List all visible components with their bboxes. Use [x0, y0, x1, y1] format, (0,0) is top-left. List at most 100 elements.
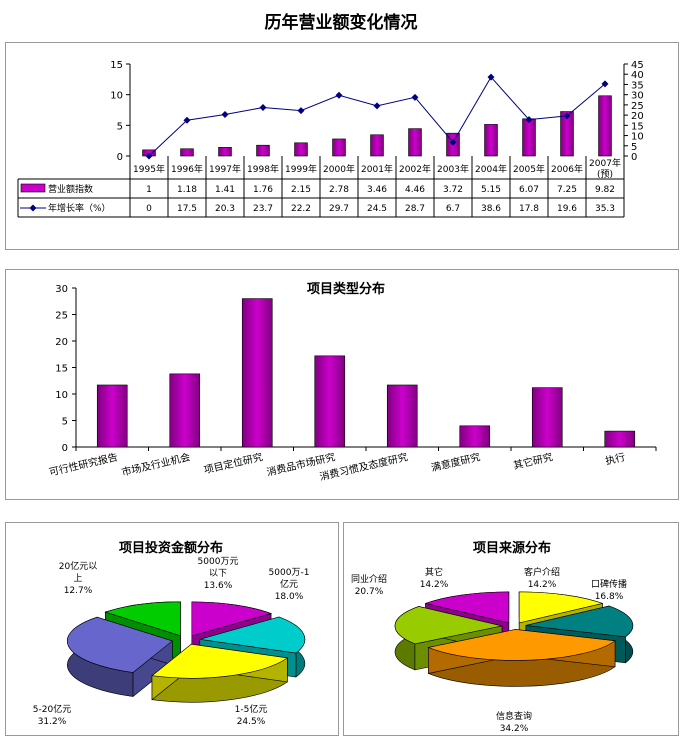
project-type-bar	[531, 387, 563, 448]
right-tick-label: 30	[631, 91, 644, 102]
slice-percent: 31.2%	[38, 717, 67, 727]
slice-label-line: 其它	[425, 566, 443, 578]
growth-rate-point	[373, 102, 381, 110]
slice-percent: 12.7%	[64, 586, 93, 596]
growth-rate-point	[411, 93, 419, 101]
y-tick-label: 5	[62, 417, 68, 428]
revenue-index-bar	[332, 138, 346, 157]
slice-percent: 18.0%	[275, 592, 304, 602]
growth-rate-value: 6.7	[446, 204, 460, 214]
category-label: 2003年	[437, 163, 469, 175]
category-label: 项目定位研究	[203, 450, 264, 476]
slice-label: 5-20亿元	[33, 703, 71, 715]
investment-pie-panel: 项目投资金额分布 5000万元以下 13.6% 5000万-1 亿元 18.0% 1-5亿元…	[5, 522, 339, 736]
right-tick-label: 10	[631, 132, 644, 143]
revenue-index-value: 3.72	[443, 185, 463, 195]
project-type-bar	[386, 384, 418, 448]
category-label-line: (预)	[597, 169, 613, 180]
slice-label-line: 亿元	[280, 578, 298, 590]
revenue-index-value: 6.07	[519, 185, 539, 195]
category-label: 其它研究	[512, 450, 554, 472]
revenue-index-bar	[598, 95, 612, 157]
growth-rate-point	[335, 91, 343, 99]
category-label: 2006年	[551, 163, 583, 175]
project-type-chart-panel: 项目类型分布 0 5 10 15 20 25 30 可行性研究报告 市场及行业机会 项目定位研究 消费…	[5, 269, 679, 500]
revenue-index-value: 1.18	[177, 185, 197, 195]
growth-rate-value: 0	[146, 204, 152, 214]
revenue-index-bar	[218, 147, 232, 157]
left-tick-label: 15	[110, 60, 123, 71]
growth-rate-value: 22.2	[291, 204, 311, 214]
slice-label-line: 客户介绍	[524, 566, 560, 578]
growth-rate-value: 17.5	[177, 204, 197, 214]
pie-slice	[518, 591, 604, 624]
revenue-index-value: 9.82	[595, 185, 615, 195]
y-tick-label: 20	[55, 337, 68, 348]
pie-slice	[104, 601, 181, 637]
chart-title: 项目投资金额分布	[119, 540, 223, 556]
category-label: 可行性研究报告	[48, 450, 119, 478]
slice-label-line: 5000万-1	[269, 568, 310, 578]
pie-slice	[424, 591, 510, 624]
category-label: 2002年	[399, 163, 431, 175]
pie-slice	[191, 601, 272, 637]
growth-rate-value: 28.7	[405, 204, 425, 214]
growth-rate-value: 23.7	[253, 204, 273, 214]
slice-label: 口碑传播	[591, 578, 627, 590]
category-label: 2004年	[475, 163, 507, 175]
left-tick-label: 10	[110, 91, 123, 102]
category-label: 2007年(预)	[589, 157, 621, 180]
project-type-bar	[604, 430, 636, 448]
revenue-index-value: 7.25	[557, 185, 577, 195]
slice-label-line: 5-20亿元	[33, 703, 71, 715]
project-type-bar	[314, 355, 346, 448]
pie-slice	[394, 606, 503, 645]
revenue-index-value: 1	[146, 185, 152, 195]
revenue-index-value: 3.46	[367, 185, 387, 195]
growth-rate-value: 19.6	[557, 204, 577, 214]
left-tick-label: 5	[117, 121, 123, 132]
source-pie-panel: 项目来源分布 客户介绍 14.2% 口碑传播 16.8% 信息查询 34.2% 同业介绍 20.…	[343, 522, 679, 736]
pie-slice	[427, 629, 616, 661]
slice-label: 信息查询	[496, 710, 532, 722]
slice-percent: 34.2%	[500, 724, 529, 734]
project-type-bar	[459, 425, 491, 448]
growth-rate-point	[525, 116, 533, 124]
slice-percent: 24.5%	[237, 717, 266, 727]
growth-rate-point	[259, 104, 267, 112]
slice-label-line: 以下	[209, 569, 227, 579]
category-label: 1998年	[247, 163, 279, 175]
slice-label: 其它	[425, 566, 443, 578]
slice-percent: 16.8%	[595, 592, 624, 602]
slice-label-line: 信息查询	[496, 710, 532, 722]
category-label: 2000年	[323, 163, 355, 175]
y-tick-label: 25	[55, 311, 68, 322]
pie-slice	[67, 616, 173, 673]
legend-revenue-index-label: 营业额指数	[48, 183, 93, 195]
slice-label-line: 5000万元	[198, 557, 239, 567]
slice-label-line: 同业介绍	[351, 573, 387, 585]
right-tick-label: 0	[631, 152, 637, 163]
right-tick-label: 45	[631, 60, 644, 71]
y-tick-label: 30	[55, 284, 68, 295]
right-tick-label: 40	[631, 70, 644, 81]
growth-rate-value: 38.6	[481, 204, 501, 214]
category-label: 满意度研究	[430, 450, 482, 474]
growth-rate-point	[183, 116, 191, 124]
revenue-index-value: 2.78	[329, 185, 349, 195]
growth-rate-value: 24.5	[367, 204, 387, 214]
y-tick-label: 10	[55, 390, 68, 401]
revenue-index-bar	[180, 148, 194, 157]
revenue-index-bar	[484, 124, 498, 157]
growth-rate-point	[487, 73, 495, 81]
right-tick-label: 20	[631, 111, 644, 122]
revenue-index-value: 5.15	[481, 185, 501, 195]
revenue-index-bar	[560, 111, 574, 157]
pie-slice	[199, 616, 306, 654]
revenue-chart-panel: 0 5 10 15 0 5 10 15 20 25 30 35 40 45 1995年 1996年 1997年 1…	[5, 42, 679, 250]
growth-rate-value: 17.8	[519, 204, 539, 214]
category-label: 2001年	[361, 163, 393, 175]
